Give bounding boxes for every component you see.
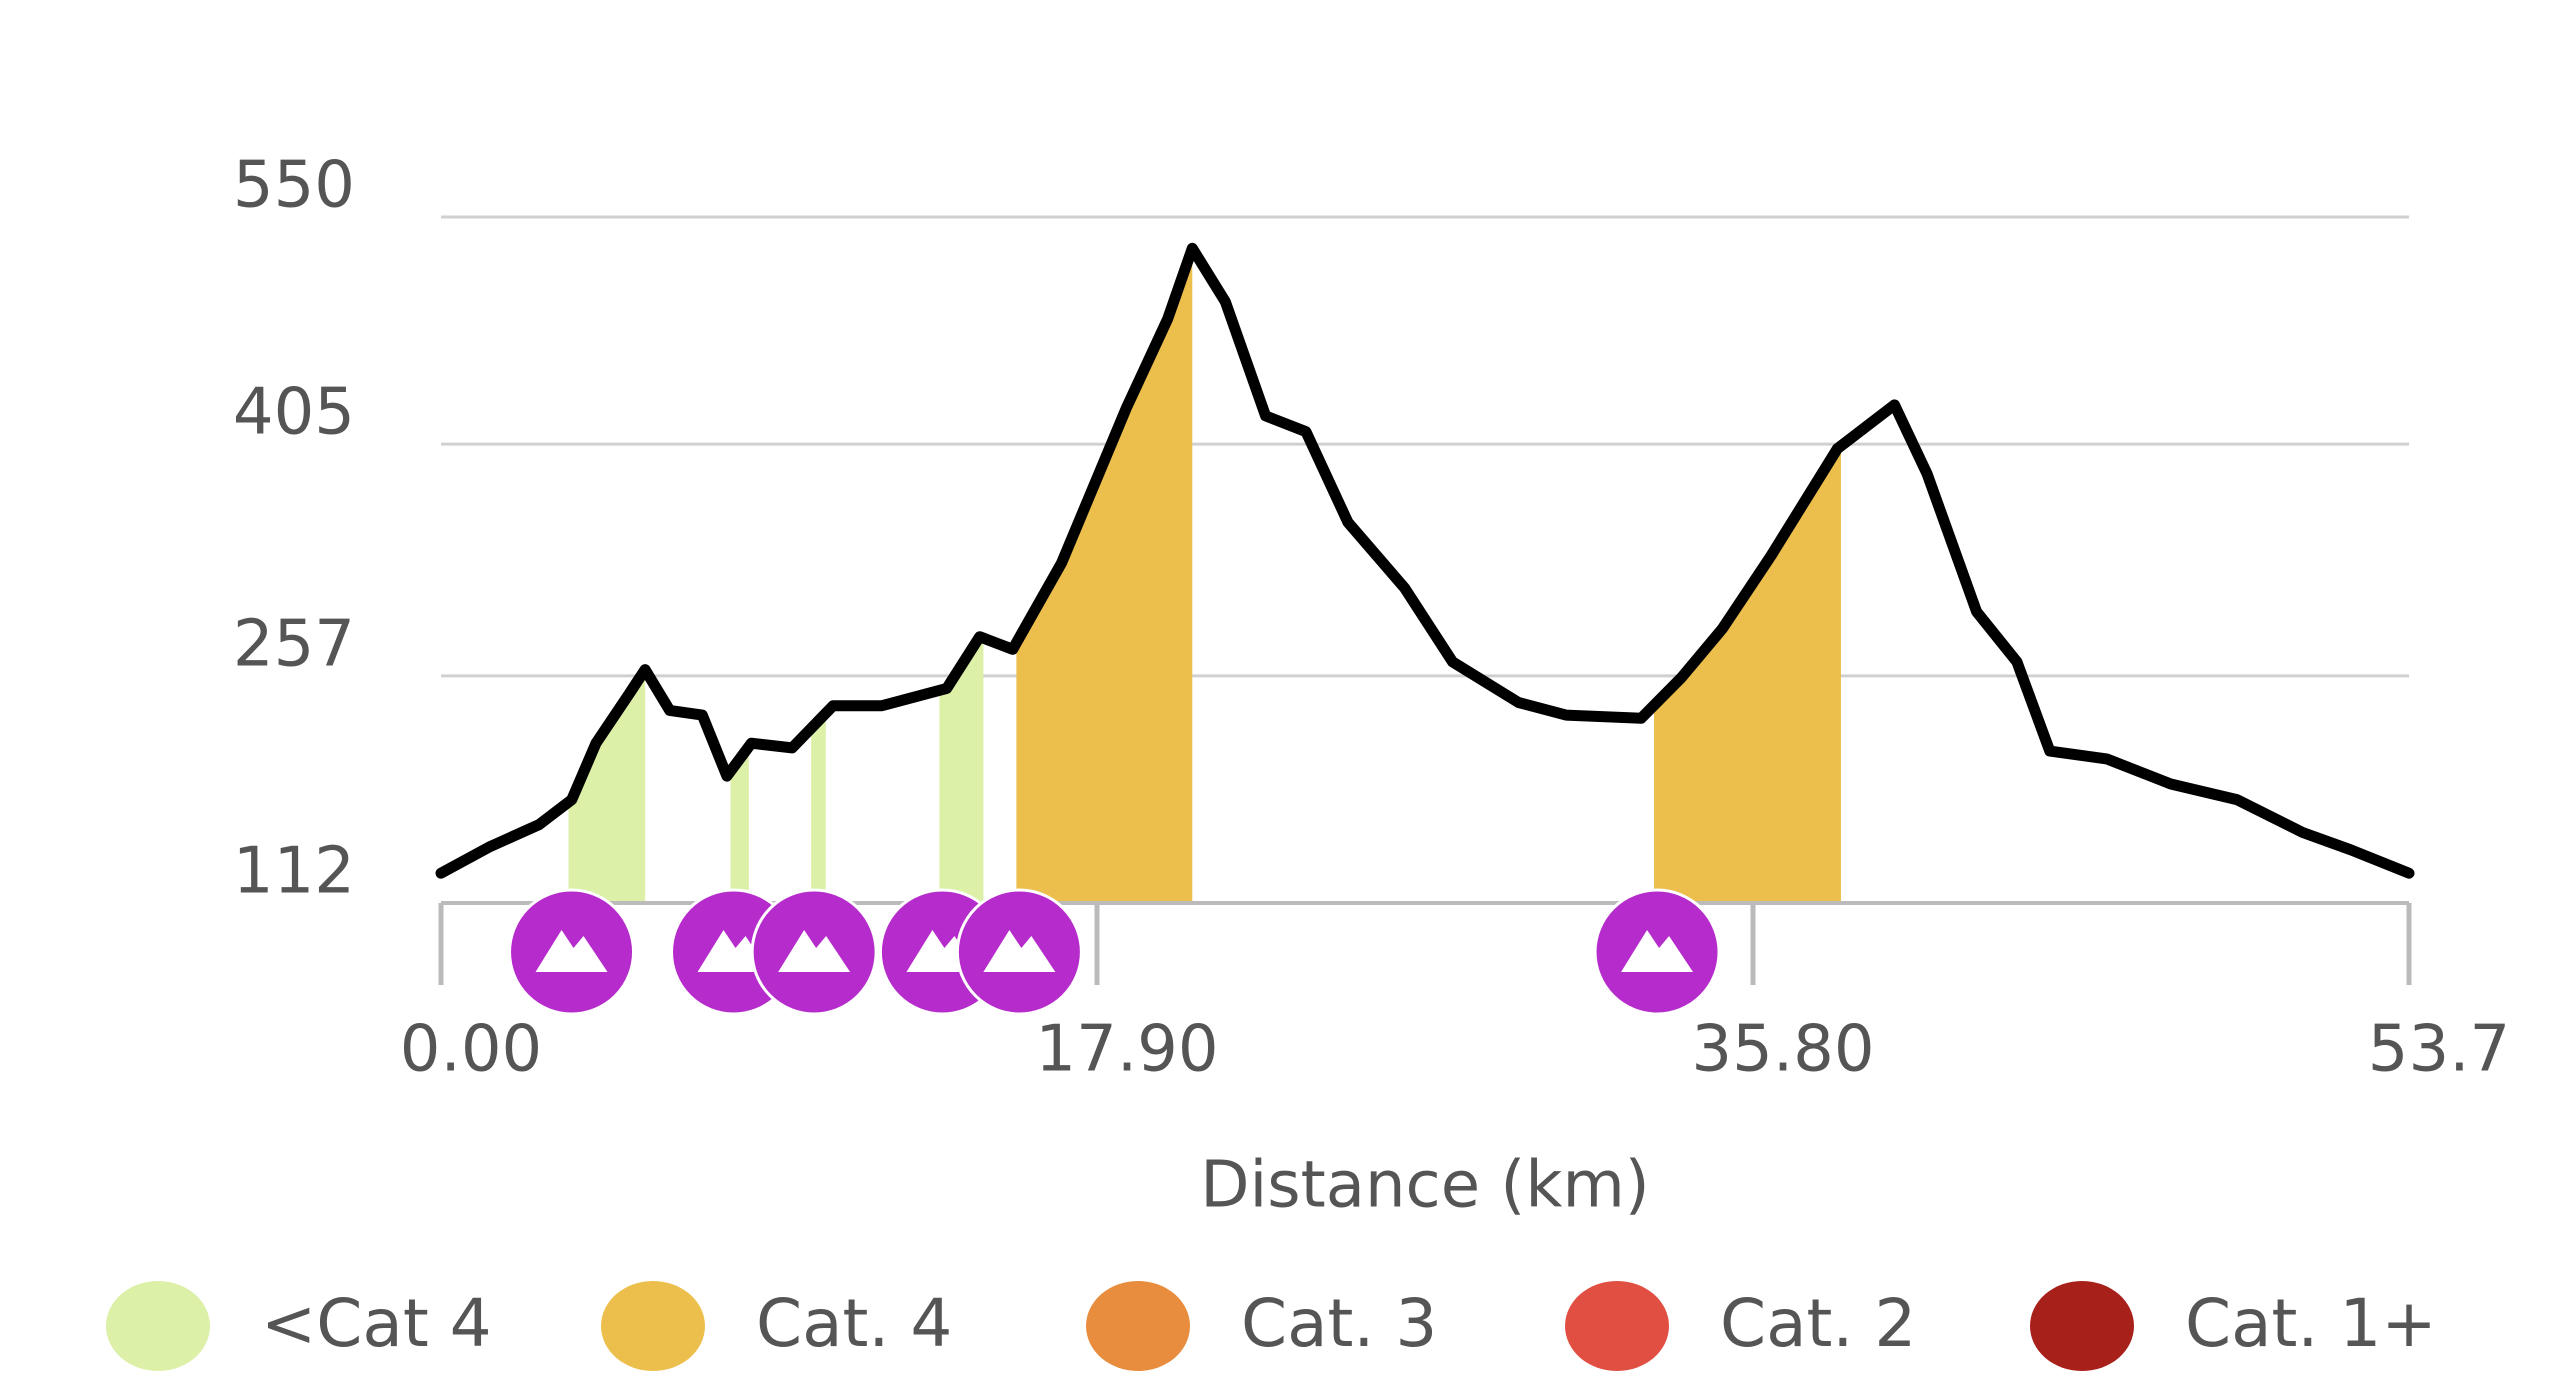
climb-area [811,713,826,903]
x-axis-title: Distance (km) [1200,1149,1650,1223]
x-tick-label: 53.7 [2368,1013,2511,1087]
climb-marker [508,888,636,1016]
legend-swatch [106,1281,210,1371]
climb-marker [1593,888,1721,1016]
legend-label: Cat. 3 [1241,1285,1437,1362]
legend-swatch [601,1281,705,1371]
legend-label: Cat. 1+ [2185,1285,2437,1362]
y-tick-label: 257 [233,607,355,681]
legend-label: Cat. 4 [756,1285,952,1362]
climb-marker-icon [1621,930,1694,972]
x-tick-label: 35.80 [1691,1013,1874,1087]
climb-area [730,746,749,903]
y-tick-label: 550 [233,149,355,223]
legend-label: <Cat 4 [261,1285,492,1362]
climb-marker [750,888,878,1016]
climb-marker-icon [778,930,851,972]
elevation-line [435,242,2415,879]
climb-marker-icon [535,930,608,972]
x-tick-label: 17.90 [1035,1013,1218,1087]
legend-swatch [1565,1281,1669,1371]
climb-marker-icon [983,930,1056,972]
climb-area [1016,248,1193,903]
y-tick-label: 405 [233,376,355,450]
climb-area [568,669,646,903]
climb-area [1654,445,1841,903]
legend-swatch [2030,1281,2134,1371]
climb-area [939,636,984,903]
y-tick-label: 112 [233,835,355,909]
legend-label: Cat. 2 [1720,1285,1916,1362]
x-tick-label: 0.00 [400,1013,543,1087]
legend-swatch [1086,1281,1190,1371]
climb-marker [955,888,1083,1016]
